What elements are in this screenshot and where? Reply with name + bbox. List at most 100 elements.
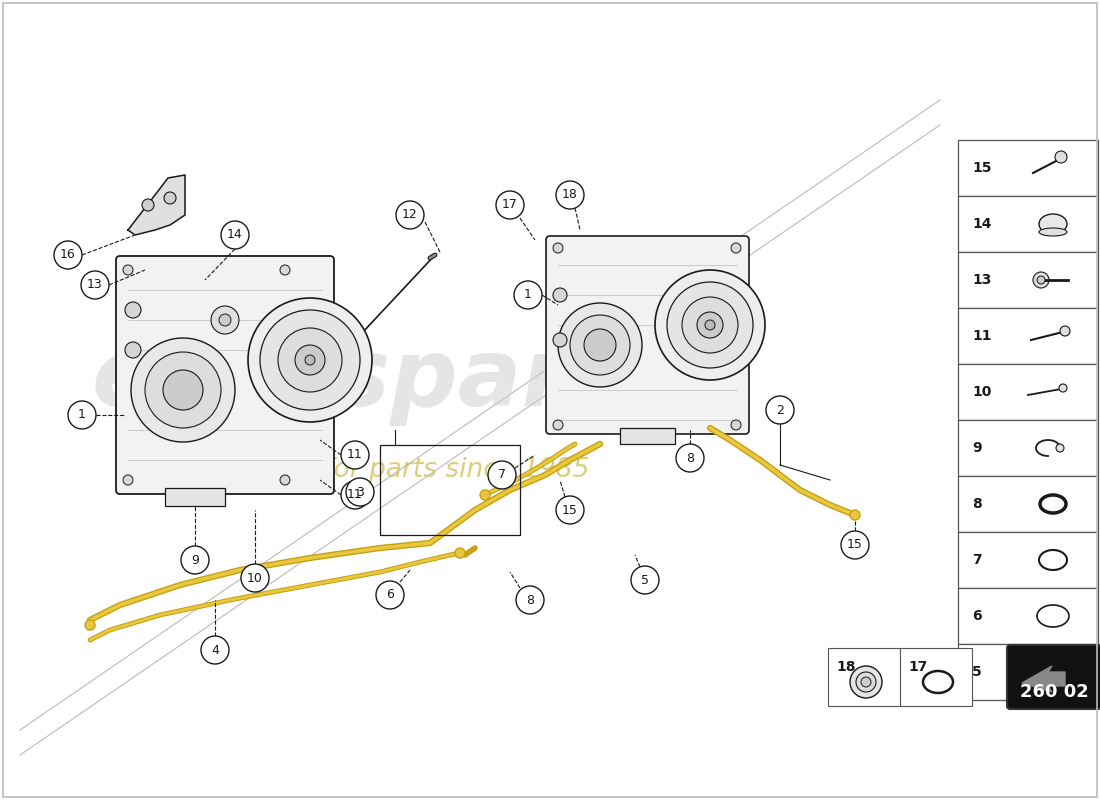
Circle shape bbox=[553, 243, 563, 253]
Text: 12: 12 bbox=[403, 209, 418, 222]
Circle shape bbox=[850, 510, 860, 520]
Text: 1: 1 bbox=[78, 409, 86, 422]
Circle shape bbox=[1033, 272, 1049, 288]
Circle shape bbox=[219, 314, 231, 326]
Text: eurospares: eurospares bbox=[91, 334, 689, 426]
Circle shape bbox=[584, 329, 616, 361]
Circle shape bbox=[241, 564, 270, 592]
Text: 17: 17 bbox=[502, 198, 518, 211]
Text: 4: 4 bbox=[211, 643, 219, 657]
Bar bbox=[900, 648, 972, 706]
Circle shape bbox=[125, 342, 141, 358]
Circle shape bbox=[455, 548, 465, 558]
Text: 3: 3 bbox=[356, 486, 364, 498]
Bar bbox=[958, 364, 1098, 420]
Bar bbox=[958, 308, 1098, 364]
Text: 11: 11 bbox=[348, 449, 363, 462]
Circle shape bbox=[676, 444, 704, 472]
Circle shape bbox=[1056, 444, 1064, 452]
Bar bbox=[958, 532, 1098, 588]
Circle shape bbox=[766, 396, 794, 424]
Circle shape bbox=[553, 288, 566, 302]
Circle shape bbox=[516, 586, 544, 614]
Circle shape bbox=[201, 636, 229, 664]
Circle shape bbox=[305, 355, 315, 365]
Circle shape bbox=[123, 265, 133, 275]
Circle shape bbox=[682, 297, 738, 353]
Circle shape bbox=[278, 328, 342, 392]
Text: 8: 8 bbox=[972, 497, 981, 511]
Text: 13: 13 bbox=[972, 273, 991, 287]
Text: 15: 15 bbox=[847, 538, 862, 551]
Circle shape bbox=[553, 420, 563, 430]
Circle shape bbox=[1059, 384, 1067, 392]
Circle shape bbox=[142, 199, 154, 211]
Circle shape bbox=[553, 333, 566, 347]
Circle shape bbox=[705, 320, 715, 330]
Circle shape bbox=[341, 481, 368, 509]
Circle shape bbox=[856, 672, 876, 692]
Ellipse shape bbox=[1040, 214, 1067, 234]
Circle shape bbox=[163, 370, 204, 410]
Circle shape bbox=[1037, 276, 1045, 284]
Text: 17: 17 bbox=[908, 660, 927, 674]
Circle shape bbox=[861, 677, 871, 687]
Text: 9: 9 bbox=[191, 554, 199, 566]
Circle shape bbox=[280, 265, 290, 275]
Circle shape bbox=[514, 281, 542, 309]
Polygon shape bbox=[128, 175, 185, 235]
Bar bbox=[958, 252, 1098, 308]
Text: 13: 13 bbox=[87, 278, 103, 291]
FancyBboxPatch shape bbox=[116, 256, 334, 494]
Circle shape bbox=[556, 181, 584, 209]
Circle shape bbox=[260, 310, 360, 410]
Circle shape bbox=[280, 475, 290, 485]
Circle shape bbox=[732, 420, 741, 430]
Circle shape bbox=[488, 461, 516, 489]
Text: 6: 6 bbox=[972, 609, 981, 623]
Circle shape bbox=[248, 298, 372, 422]
Text: 8: 8 bbox=[686, 451, 694, 465]
Circle shape bbox=[164, 192, 176, 204]
Bar bbox=[958, 420, 1098, 476]
Circle shape bbox=[556, 496, 584, 524]
Text: 7: 7 bbox=[498, 469, 506, 482]
Polygon shape bbox=[1022, 666, 1065, 692]
Circle shape bbox=[1024, 670, 1038, 684]
Circle shape bbox=[654, 270, 764, 380]
Text: 14: 14 bbox=[227, 229, 243, 242]
Bar bbox=[379, 445, 520, 535]
Text: 1: 1 bbox=[524, 289, 532, 302]
Circle shape bbox=[182, 546, 209, 574]
Circle shape bbox=[376, 581, 404, 609]
Circle shape bbox=[732, 243, 741, 253]
FancyBboxPatch shape bbox=[546, 236, 749, 434]
Text: 18: 18 bbox=[836, 660, 856, 674]
Text: 5: 5 bbox=[972, 665, 981, 679]
Bar bbox=[958, 140, 1098, 196]
Circle shape bbox=[123, 475, 133, 485]
Circle shape bbox=[295, 345, 324, 375]
Bar bbox=[165, 488, 226, 506]
Circle shape bbox=[131, 338, 235, 442]
Text: 7: 7 bbox=[972, 553, 981, 567]
Circle shape bbox=[631, 566, 659, 594]
Circle shape bbox=[341, 441, 368, 469]
Circle shape bbox=[85, 620, 95, 630]
Text: 16: 16 bbox=[60, 249, 76, 262]
Circle shape bbox=[850, 666, 882, 698]
Text: 6: 6 bbox=[386, 589, 394, 602]
Bar bbox=[958, 588, 1098, 644]
Circle shape bbox=[496, 191, 524, 219]
Circle shape bbox=[697, 312, 723, 338]
Text: 8: 8 bbox=[526, 594, 534, 606]
Text: a passion for parts since 1985: a passion for parts since 1985 bbox=[190, 457, 590, 483]
Text: 18: 18 bbox=[562, 189, 578, 202]
Text: 9: 9 bbox=[972, 441, 981, 455]
Circle shape bbox=[81, 271, 109, 299]
Circle shape bbox=[1055, 151, 1067, 163]
Circle shape bbox=[125, 302, 141, 318]
Circle shape bbox=[667, 282, 754, 368]
Circle shape bbox=[1060, 326, 1070, 336]
Text: 10: 10 bbox=[248, 571, 263, 585]
